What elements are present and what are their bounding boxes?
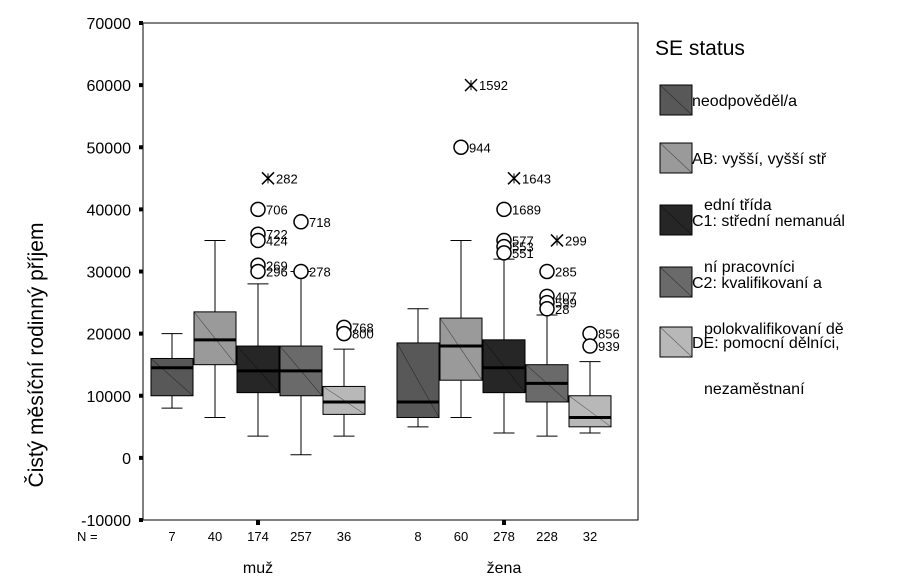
box-hatch — [150, 358, 194, 396]
y-tick-label: 10000 — [87, 389, 132, 406]
outlier-marker — [453, 139, 469, 155]
y-axis-label: Čistý měsíční rodinný příjem — [25, 223, 48, 488]
n-count: 228 — [536, 529, 558, 544]
outlier-label: 944 — [469, 140, 491, 155]
n-count: 36 — [337, 529, 351, 544]
n-count: 32 — [583, 529, 597, 544]
y-tick — [139, 83, 143, 88]
y-tick-label: 70000 — [87, 16, 132, 33]
x-tick — [256, 520, 260, 525]
outlier-marker — [336, 325, 352, 342]
box-hatch — [322, 386, 366, 415]
outlier-marker — [250, 232, 266, 249]
group-label: muž — [243, 560, 273, 577]
outlier-label: 282 — [276, 171, 298, 186]
legend: SE status neodpověděl/a AB: vyšší, vyšší s… — [655, 37, 845, 398]
y-tick — [139, 393, 143, 398]
outlier-label: 722 — [266, 227, 288, 242]
outlier-label: 299 — [565, 233, 587, 248]
y-tick-label: 30000 — [87, 265, 132, 282]
legend-swatch-hatch — [659, 326, 693, 358]
outlier-label: 424 — [266, 233, 288, 248]
box-hatch — [439, 317, 483, 381]
n-count: 60 — [454, 529, 468, 544]
legend-label: DE: pomocní dělníci, — [692, 335, 840, 352]
outlier-label: 800 — [352, 327, 374, 342]
box-hatch — [396, 342, 440, 418]
legend-label: nezaměstnaní — [704, 381, 805, 398]
legend-swatch-hatch — [659, 204, 693, 236]
y-tick-label: 60000 — [87, 78, 132, 95]
n-label: N = — [77, 529, 98, 544]
n-count: 278 — [493, 529, 515, 544]
outlier-marker — [582, 338, 598, 354]
n-count: 8 — [414, 529, 421, 544]
y-tick-label: 0 — [122, 451, 131, 468]
n-count: 7 — [168, 529, 175, 544]
outlier-label: 706 — [266, 202, 288, 217]
n-count: 174 — [247, 529, 269, 544]
box-hatch — [193, 311, 237, 365]
outlier-label: 28 — [555, 302, 569, 317]
outlier-label: 285 — [555, 265, 577, 280]
y-tick — [139, 145, 143, 150]
y-tick — [139, 331, 143, 336]
legend-label: ní pracovníci — [704, 259, 795, 276]
outlier-label: 296 — [266, 265, 288, 280]
outlier-label: 551 — [512, 246, 534, 261]
outlier-marker — [250, 201, 266, 218]
legend-swatch-hatch — [659, 266, 693, 298]
outlier-label: 553 — [512, 240, 534, 255]
y-tick-label: 40000 — [87, 202, 132, 219]
legend-swatch-hatch — [659, 84, 693, 116]
legend-label: AB: vyšší, vyšší stř — [692, 151, 827, 168]
x-tick — [502, 520, 506, 525]
n-count: 40 — [208, 529, 222, 544]
y-tick-label: -10000 — [81, 513, 131, 530]
outlier-marker — [250, 263, 266, 280]
legend-label: C1: střední nemanuál — [692, 213, 845, 230]
outlier-marker — [539, 263, 555, 280]
legend-swatch-hatch — [659, 142, 693, 174]
outlier-label: 768 — [352, 320, 374, 335]
y-tick-label: 20000 — [87, 327, 132, 344]
outlier-label: 1592 — [479, 78, 508, 93]
legend-label: C2: kvalifikovaní a — [692, 275, 822, 292]
group-label: žena — [487, 560, 522, 577]
box-hatch — [568, 395, 612, 428]
outlier-label: 856 — [598, 327, 620, 342]
y-tick — [139, 21, 143, 25]
outlier-marker — [293, 214, 309, 230]
y-tick — [139, 455, 143, 460]
outlier-label: 269 — [266, 258, 288, 273]
legend-label: neodpověděl/a — [692, 93, 797, 110]
outlier-marker — [496, 245, 512, 261]
outlier-marker — [293, 263, 309, 280]
box-hatch — [236, 345, 280, 393]
y-tick — [139, 518, 143, 522]
outlier-label: 1689 — [512, 202, 541, 217]
y-tick — [139, 207, 143, 212]
outlier-label: 718 — [309, 215, 331, 230]
legend-label: polokvalifikovaní dě — [704, 321, 844, 338]
outlier-marker — [496, 201, 512, 218]
y-tick — [139, 269, 143, 274]
box-hatch — [482, 339, 526, 393]
outlier-label: 939 — [598, 339, 620, 354]
legend-title: SE status — [655, 37, 745, 60]
outlier-label: 278 — [309, 265, 331, 280]
outlier-marker — [539, 301, 555, 317]
outlier-label: 407 — [555, 289, 577, 304]
y-tick-label: 50000 — [87, 140, 132, 157]
outlier-label: 1643 — [522, 171, 551, 186]
outlier-label: 577 — [512, 233, 534, 248]
legend-label: ední třída — [704, 197, 772, 214]
n-count: 257 — [290, 529, 312, 544]
outlier-label: 599 — [555, 296, 577, 311]
plot-area: -10000 0 10000 20000 30000 40000 50000 60000 700… — [77, 16, 639, 577]
